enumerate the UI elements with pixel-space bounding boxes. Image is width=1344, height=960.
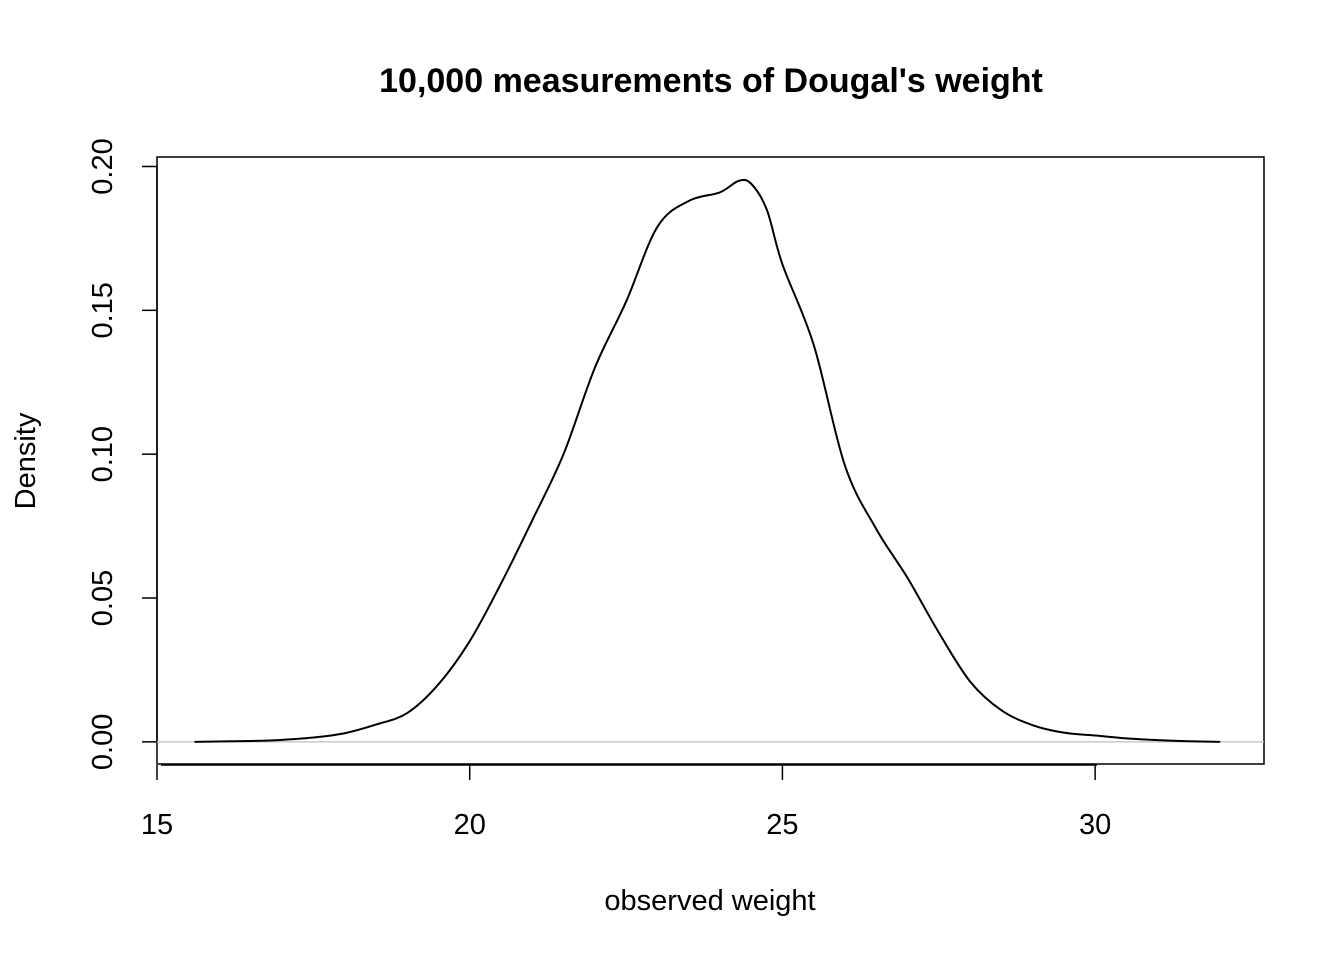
x-axis-label: observed weight bbox=[604, 885, 815, 917]
y-ticks: 0.00 0.05 0.10 0.15 0.20 bbox=[87, 138, 157, 770]
y-tick-label: 0.15 bbox=[87, 282, 119, 338]
x-axis: 15 20 25 30 bbox=[141, 764, 1111, 841]
y-axis: 0.00 0.05 0.10 0.15 0.20 bbox=[87, 138, 158, 770]
y-tick-label: 0.10 bbox=[87, 426, 119, 482]
x-tick-label: 30 bbox=[1079, 809, 1111, 841]
x-tick-label: 25 bbox=[766, 809, 798, 841]
y-tick-label: 0.20 bbox=[87, 138, 119, 194]
y-tick-label: 0.00 bbox=[87, 714, 119, 770]
y-tick-label: 0.05 bbox=[87, 570, 119, 626]
y-axis-label: Density bbox=[10, 412, 42, 509]
plot-frame bbox=[156, 156, 1265, 765]
x-ticks: 15 20 25 30 bbox=[141, 765, 1111, 841]
chart-title: 10,000 measurements of Dougal's weight bbox=[379, 62, 1043, 100]
x-tick-label: 15 bbox=[141, 809, 173, 841]
x-tick-label: 20 bbox=[454, 809, 486, 841]
density-curve bbox=[194, 178, 1221, 743]
